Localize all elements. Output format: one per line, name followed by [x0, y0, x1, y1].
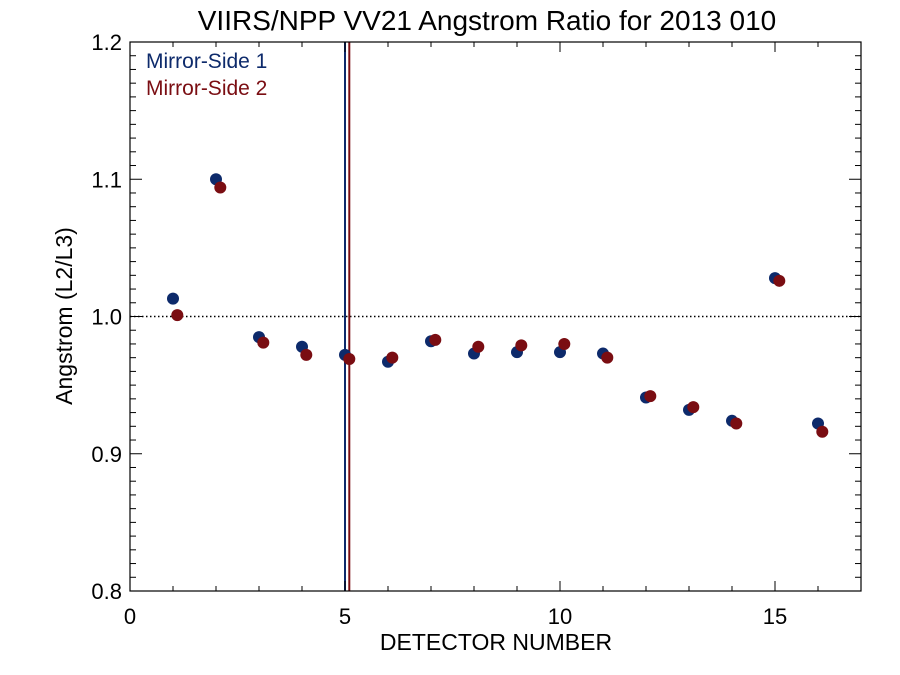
legend-entry-2: Mirror-Side 2 — [146, 77, 267, 100]
series-2-point — [515, 339, 528, 352]
series-2-point — [644, 390, 657, 403]
y-tick-label: 0.9 — [91, 442, 122, 467]
series-2-point — [687, 401, 700, 414]
x-tick-label: 15 — [763, 604, 787, 629]
series-2-point — [343, 353, 356, 366]
x-tick-label: 10 — [548, 604, 572, 629]
series-2-point — [214, 181, 227, 194]
series-2-point — [429, 333, 442, 346]
series-2-point — [773, 274, 786, 287]
series-2-point — [171, 309, 184, 322]
x-axis-label: DETECTOR NUMBER — [380, 629, 612, 655]
legend: Mirror-Side 1 Mirror-Side 2 — [146, 50, 267, 100]
series-2-point — [816, 425, 829, 438]
y-axis-label: Angstrom (L2/L3) — [51, 227, 77, 405]
series-1-point — [167, 292, 179, 305]
axes: 0 5 10 15 0.8 0.9 1.0 1.1 1.2 — [91, 30, 862, 629]
series-2-point — [300, 348, 313, 361]
plot-area — [130, 42, 861, 591]
series-2-point — [558, 337, 571, 350]
y-tick-label: 1.1 — [91, 167, 122, 192]
x-tick-label: 5 — [339, 604, 351, 629]
legend-entry-1: Mirror-Side 1 — [146, 50, 267, 73]
series-2-point — [472, 340, 485, 353]
series-2-point — [386, 351, 399, 364]
x-tick-label: 0 — [124, 604, 136, 629]
series-2-point — [257, 336, 270, 349]
series-2-point — [601, 351, 614, 364]
y-tick-label: 1.0 — [91, 305, 122, 330]
y-tick-label: 0.8 — [91, 579, 122, 604]
chart-title: VIIRS/NPP VV21 Angstrom Ratio for 2013 0… — [198, 5, 776, 36]
series-2-point — [730, 417, 743, 430]
y-tick-label: 1.2 — [91, 30, 122, 55]
